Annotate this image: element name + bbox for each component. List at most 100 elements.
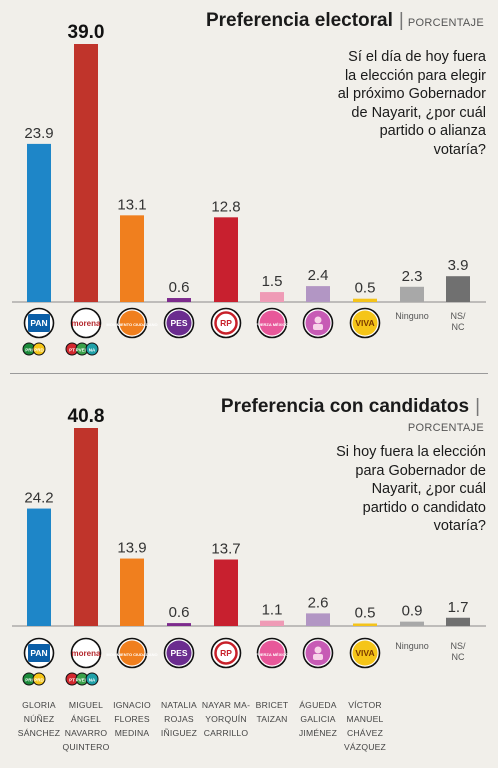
panel2-unit: PORCENTAJE [407, 422, 484, 434]
question-line: partido o candidato [362, 499, 486, 516]
data-label: 1.7 [448, 599, 469, 616]
panel1-question: Sí el día de hoy fuera la elección para e… [338, 48, 486, 159]
na-logo: NA [85, 672, 99, 686]
category-label: NS/ [450, 641, 466, 651]
candidate-name-line: ROJAS [164, 714, 194, 724]
logo-text: FUERZA MÉXICO [256, 652, 289, 657]
candidate-name: IGNACIO FLORES MEDINA [107, 698, 157, 740]
candidate-name-line: MEDINA [114, 728, 150, 738]
bar-1 [27, 143, 51, 302]
logo-text: morena [72, 649, 101, 658]
fxm-logo: FUERZA MÉXICO [256, 307, 289, 339]
candidate-name: MIGUEL ÁNGEL NAVARRO QUINTERO [61, 698, 111, 754]
candidate-name-line: NAVARRO [64, 728, 108, 738]
candidate-name: GLORIA NÚÑEZ SÁNCHEZ [14, 698, 64, 740]
question-line: Si hoy fuera la elección [336, 444, 486, 460]
bar-10 [446, 276, 470, 302]
logo-text: NA [89, 678, 96, 683]
data-label: 39.0 [68, 22, 105, 43]
data-label: 13.7 [211, 541, 240, 558]
viva-logo: VIVA [349, 637, 381, 669]
candidate-name: NAYAR MA- YORQUÍN CARRILLO [201, 698, 251, 740]
data-label: 0.5 [355, 605, 376, 622]
chart-candidate-preference: 24.2 40.8 13.9 0.6 13.7 1.1 2.6 0.5 0.9 1.7 PAN PRI… [12, 406, 486, 686]
candidate-name-line: ÁNGEL [70, 714, 102, 724]
candidate-name-line: QUINTERO [62, 742, 110, 752]
data-label: 2.3 [402, 268, 423, 285]
candidate-name-line: JIMÉNEZ [298, 728, 338, 738]
candidate-name-line: VÁZQUEZ [344, 742, 386, 752]
question-line: para Gobernador de [355, 462, 486, 479]
category-label: Ninguno [395, 641, 429, 651]
logo-text: PRI [25, 678, 33, 683]
electoral-preference-panel: Preferencia electoral | PORCENTAJE Sí el d… [0, 0, 498, 372]
logo-text: morena [72, 319, 101, 328]
data-label: 0.5 [355, 280, 376, 297]
candidate-name-line: ÁGUEDA [299, 700, 337, 710]
data-label: 23.9 [24, 125, 53, 142]
pes-logo: PES [163, 307, 195, 339]
category-label: Ninguno [395, 311, 429, 321]
question-line: la elección para elegir [344, 67, 486, 84]
candidate-preference-panel: Preferencia con candidatos | PORCENTAJE S… [0, 376, 498, 768]
pvem-logo: PVEM [75, 342, 89, 356]
logo-text: PVEM [76, 678, 89, 683]
data-label: 13.1 [117, 196, 146, 213]
bar-9 [400, 621, 424, 626]
bar-6 [260, 620, 284, 626]
panel1-unit: PORCENTAJE [407, 17, 484, 29]
logo-text: PES [170, 318, 187, 328]
logo-text: PRD [34, 348, 44, 353]
pes-logo: PES [163, 637, 195, 669]
rsp-logo: RP [210, 307, 242, 339]
logo-text: NA [89, 348, 96, 353]
bar-5 [214, 559, 238, 626]
candidate-name-line: IÑIGUEZ [160, 728, 198, 738]
candidate-name: ÁGUEDA GALICIA JIMÉNEZ [293, 698, 343, 740]
candidate-name-line: MIGUEL [68, 700, 104, 710]
panel1-title: Preferencia electoral | PORCENTAJE [205, 10, 484, 31]
candidate-name-line: IGNACIO [113, 700, 151, 710]
prd-logo: PRD [32, 672, 46, 686]
candidate-name-line: MANUEL [346, 714, 384, 724]
candidate-name-line: GALICIA [300, 714, 336, 724]
mc-logo: MOVIMIENTO CIUDADANO [106, 307, 158, 339]
logo-text: FUERZA MÉXICO [256, 322, 289, 327]
panel2-title: Preferencia con candidatos | [220, 396, 480, 417]
logo-text: MOVIMIENTO CIUDADANO [106, 322, 157, 327]
logo-text: PT [69, 348, 75, 353]
morena-logo: morena [70, 637, 102, 669]
data-label: 1.5 [262, 273, 283, 290]
logo-text: PAN [30, 318, 47, 328]
question-line: votaría? [433, 518, 486, 534]
data-label: 0.9 [402, 603, 423, 620]
candidate-name-line: FLORES [114, 714, 150, 724]
bar-7 [306, 613, 330, 626]
bar-8 [353, 298, 377, 302]
bar-2 [74, 428, 98, 626]
data-label: 3.9 [448, 257, 469, 274]
data-label: 1.1 [262, 602, 283, 619]
category-label: NC [452, 652, 465, 662]
panel2-question: Si hoy fuera la elección para Gobernador … [336, 443, 486, 536]
mc-logo: MOVIMIENTO CIUDADANO [106, 637, 158, 669]
data-label: 0.6 [169, 604, 190, 621]
data-label: 40.8 [68, 406, 105, 427]
bar-10 [446, 617, 470, 626]
question-line: de Nayarit, ¿por cuál [351, 104, 486, 121]
logo-text: PT [69, 678, 75, 683]
bar-1 [27, 508, 51, 626]
question-line: Nayarit, ¿por cuál [371, 481, 486, 497]
bar-3 [120, 215, 144, 302]
logo-text: PRI [25, 348, 33, 353]
candidate-name-line: CHÁVEZ [346, 728, 384, 738]
logo-text: PAN [30, 648, 47, 658]
logo-text: PVEM [76, 348, 89, 353]
data-label: 2.6 [308, 594, 329, 611]
candidate-name-line: GLORIA [22, 700, 56, 710]
candidate-name-line: NAYAR MA- [201, 700, 251, 710]
data-label: 24.2 [24, 490, 53, 507]
question-line: partido o alianza [379, 123, 486, 139]
chart-electoral-preference: 23.9 39.0 13.1 0.6 12.8 1.5 2.4 0.5 2.3 3.9 PAN PRI… [12, 22, 486, 356]
pan-logo: PAN [23, 307, 55, 339]
